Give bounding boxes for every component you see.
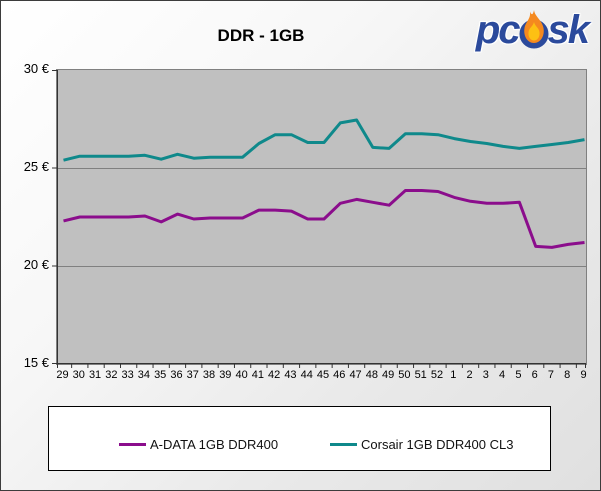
x-axis-label: 8	[564, 369, 571, 381]
legend-label-corsair: Corsair 1GB DDR400 CL3	[361, 436, 514, 452]
x-axis-label: 36	[170, 369, 183, 381]
x-axis-label: 31	[88, 369, 102, 381]
x-axis-label: 6	[531, 369, 538, 381]
x-axis-label: 35	[154, 369, 167, 381]
x-axis-label: 44	[300, 369, 313, 381]
y-axis-label: 30 €	[23, 61, 49, 76]
x-axis-label: 43	[284, 369, 297, 381]
x-axis-label: 5	[515, 369, 522, 381]
legend-item-corsair: Corsair 1GB DDR400 CL3	[330, 436, 513, 452]
legend-swatch-adata	[119, 442, 146, 446]
x-axis-label: 2	[466, 369, 473, 381]
pcosk-logo: pc sk	[475, 7, 590, 54]
logo-text-pc: pc	[475, 7, 521, 52]
x-axis-labels: 29 30 31 32 33 34 35 36 37 38 39 40 41 42 43 44 45 46 47 48…	[56, 369, 587, 381]
x-axis-label: 42	[268, 369, 281, 381]
x-axis-label: 1	[450, 369, 457, 381]
x-axis-label: 29	[56, 369, 69, 381]
x-axis-label: 39	[219, 369, 232, 381]
x-axis-label: 46	[333, 369, 346, 381]
x-axis-label: 52	[430, 369, 444, 381]
x-axis-label: 41	[251, 369, 264, 381]
x-axis-label: 32	[105, 369, 118, 381]
x-axis-label: 33	[121, 369, 134, 381]
x-axis-label: 47	[349, 369, 362, 381]
x-axis-label: 7	[547, 369, 554, 381]
x-axis-label: 34	[137, 369, 151, 381]
x-axis-label: 4	[499, 369, 506, 381]
x-axis-label: 9	[580, 369, 587, 381]
plot-canvas	[52, 70, 586, 368]
y-axis-label: 15 €	[23, 355, 49, 370]
plot-area	[52, 69, 587, 368]
series-line-0	[63, 189, 585, 249]
x-axis-label: 48	[365, 369, 378, 381]
x-axis-label: 51	[414, 369, 427, 381]
legend-item-adata: A-DATA 1GB DDR400	[119, 436, 278, 452]
legend: A-DATA 1GB DDR400 Corsair 1GB DDR400 CL3	[48, 406, 551, 471]
flame-icon	[517, 9, 551, 54]
x-axis-label: 38	[202, 369, 216, 381]
x-axis-label: 45	[316, 369, 330, 381]
legend-label-adata: A-DATA 1GB DDR400	[150, 436, 279, 452]
series-line-1	[63, 118, 585, 162]
x-axis-label: 49	[382, 369, 395, 381]
logo-text-sk: sk	[547, 7, 590, 52]
x-axis-label: 50	[398, 369, 411, 381]
legend-swatch-corsair	[330, 442, 357, 446]
x-axis-label: 40	[235, 369, 248, 381]
chart-title: DDR - 1GB	[217, 26, 305, 45]
x-axis-label: 3	[482, 369, 489, 381]
y-axis-label: 20 €	[23, 257, 49, 272]
x-axis-label: 37	[186, 369, 199, 381]
x-axis-label: 30	[72, 369, 85, 381]
y-axis-label: 25 €	[23, 159, 49, 174]
